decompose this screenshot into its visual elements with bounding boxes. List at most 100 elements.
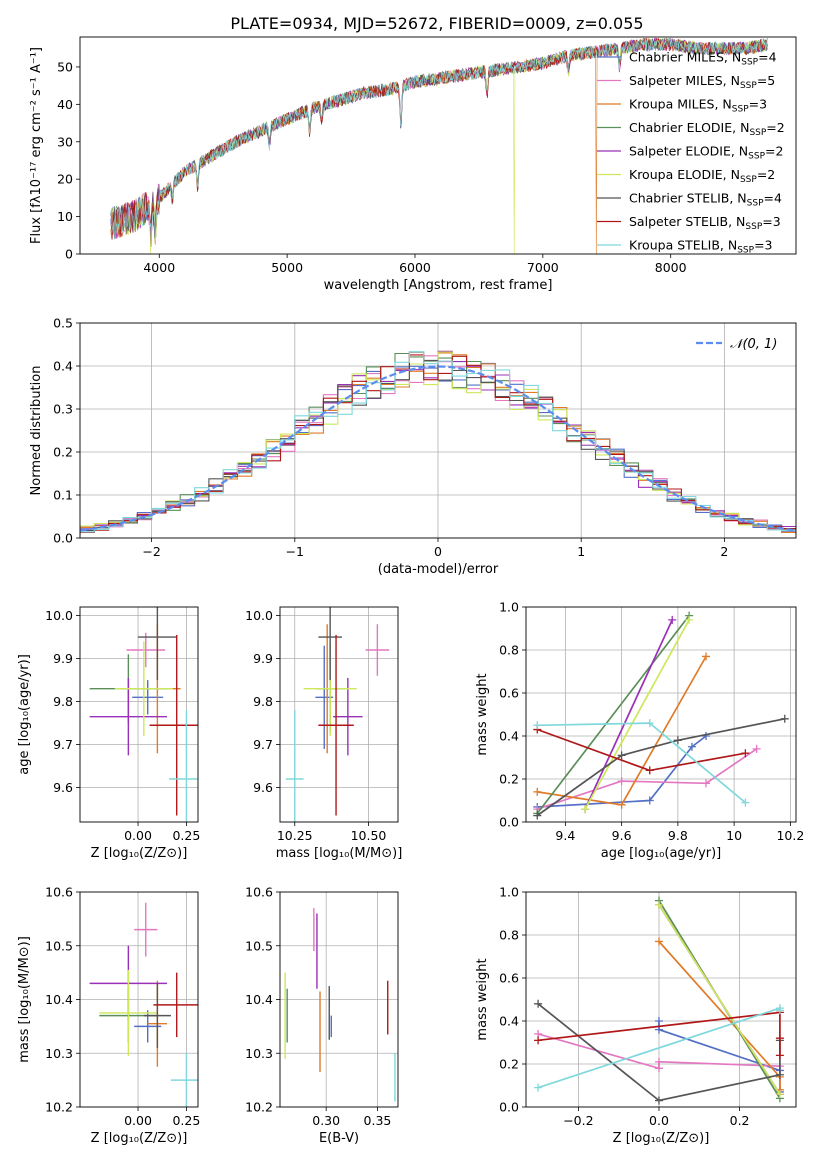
x-axis-label: Z [log₁₀(Z/Z⊙)] — [91, 1131, 188, 1146]
weight-line — [537, 735, 707, 808]
y-tick-label: 10.2 — [245, 1100, 273, 1115]
weight-marker — [668, 615, 677, 624]
panel-mass_vs_Z: 0.00 0.25 10.2 10.3 10.4 10.5 10.6 Z [log₁₀(Z/Z… — [17, 885, 200, 1147]
x-tick-label: 0 — [434, 544, 442, 559]
errorbar-kroupa_elodie — [114, 641, 173, 736]
weight-marker — [741, 798, 750, 807]
x-tick-label: 1 — [577, 544, 585, 559]
errorbar-salpeter_miles — [134, 902, 158, 957]
x-tick-label: 4000 — [143, 260, 175, 275]
axes-frame — [79, 322, 797, 539]
weight-marker — [775, 1090, 784, 1099]
axes-frame — [279, 891, 399, 1108]
y-tick-label: 30 — [57, 134, 73, 149]
weight-line-salpeter_stelib — [534, 1008, 784, 1060]
legend-label: Chabrier ELODIE, NSSP=2 — [629, 120, 785, 138]
weight-marker — [581, 805, 590, 814]
weight-marker — [702, 652, 710, 661]
legend-sub: SSP — [747, 199, 764, 209]
y-axis-label: age [log₁₀(age/yr)] — [17, 654, 32, 775]
weight-line-kroupa_elodie — [581, 615, 694, 814]
errorbar-kroupa_stelib — [170, 1053, 198, 1107]
weight-marker — [654, 900, 663, 909]
legend-tail: =5 — [757, 73, 775, 88]
legend-tail: =4 — [758, 50, 776, 65]
weight-marker — [775, 1051, 784, 1060]
x-axis-label: Z [log₁₀(Z/Z⊙)] — [91, 846, 188, 861]
legend-tail: =3 — [749, 97, 767, 112]
y-axis-label: mass weight — [475, 958, 490, 1040]
y-tick-label: 0.0 — [53, 531, 73, 546]
x-tick-label: 0.0 — [649, 1113, 669, 1128]
spectrum-salpeter_stelib — [110, 37, 768, 247]
errorbar-salpeter_miles — [365, 624, 390, 676]
y-tick-label: 10.5 — [245, 938, 273, 953]
legend-sub: SSP — [741, 58, 758, 68]
y-tick-label: 0.3 — [53, 402, 73, 417]
y-tick-label: 9.7 — [253, 737, 273, 752]
plot-area — [80, 323, 796, 538]
hist-kroupa_stelib — [80, 351, 796, 533]
weight-line — [584, 619, 673, 810]
y-tick-label: 0.8 — [499, 928, 519, 943]
errorbar-salpeter_stelib — [153, 972, 198, 1038]
plot-area — [80, 892, 198, 1107]
x-tick-label: 8000 — [655, 260, 687, 275]
panel-weight_vs_age: 9.4 9.6 9.8 10 10.2 0.0 0.2 0.4 0.6 0.8 1.0 age [lo… — [475, 600, 804, 862]
weight-line-kroupa_stelib — [534, 1004, 784, 1092]
y-tick-label: 0.0 — [499, 1100, 519, 1115]
y-tick-label: 0.2 — [499, 772, 519, 787]
weight-marker — [775, 1034, 784, 1043]
x-tick-label: 9.8 — [668, 828, 688, 843]
legend-label: Chabrier STELIB, NSSP=4 — [629, 191, 782, 209]
y-tick-label: 0.8 — [499, 643, 519, 658]
legend-sub: SSP — [737, 246, 754, 256]
errorbar-salpeter_elodie — [333, 677, 363, 756]
errorbar-salpeter_stelib — [318, 634, 354, 816]
y-tick-label: 9.9 — [253, 651, 273, 666]
x-tick-label: −2 — [142, 544, 160, 559]
legend-label: 𝒩(0, 1) — [730, 337, 777, 352]
weight-line — [536, 717, 785, 817]
y-tick-label: 0.4 — [499, 1014, 519, 1029]
x-tick-label: 9.4 — [555, 828, 575, 843]
y-tick-label: 9.9 — [53, 651, 73, 666]
weight-marker — [533, 787, 542, 796]
x-tick-label: −0.2 — [563, 1113, 593, 1128]
errorbar-salpeter_elodie — [89, 677, 168, 756]
errorbar-chabrier_stelib — [143, 983, 171, 1048]
y-tick-label: 0.0 — [499, 815, 519, 830]
weight-marker — [617, 800, 626, 809]
errorbar-chabrier_stelib — [318, 607, 342, 681]
weight-marker — [741, 749, 750, 758]
panel-spectrum: 4000 5000 6000 7000 8000 0 10 20 30 40 50 wavelengt… — [29, 36, 797, 293]
y-tick-label: 10.4 — [45, 992, 73, 1007]
y-tick-label: 10.3 — [45, 1046, 73, 1061]
y-axis-label: mass [log₁₀(M/M⊙)] — [17, 936, 32, 1063]
y-axis-label: Normed distribution — [29, 366, 44, 496]
x-tick-label: 0.00 — [124, 828, 152, 843]
y-tick-label: 10.6 — [45, 885, 73, 900]
y-tick-label: 40 — [57, 97, 73, 112]
weight-line — [537, 748, 758, 810]
x-tick-label: 0.35 — [364, 1113, 392, 1128]
weight-marker — [685, 615, 694, 624]
weight-marker — [775, 1006, 784, 1015]
weight-marker — [654, 1017, 663, 1025]
errorbar-chabrier_stelib — [138, 607, 177, 681]
weight-marker — [775, 1070, 784, 1079]
panel-weight_vs_Z: −0.2 0.0 0.2 0.0 0.2 0.4 0.6 0.8 1.0 Z [log₁₀(Z/Z… — [475, 885, 797, 1146]
legend-tail: =4 — [764, 191, 782, 206]
axes-frame — [79, 36, 797, 255]
panel-mass_vs_ebv: 0.30 0.35 10.2 10.3 10.4 10.5 10.6 E(B-V) — [245, 885, 399, 1146]
x-tick-label: 0.25 — [172, 828, 200, 843]
weight-marker — [687, 742, 696, 751]
weight-marker — [534, 1036, 543, 1045]
weight-line — [658, 904, 781, 1095]
weight-marker — [780, 714, 789, 723]
weight-marker — [654, 1057, 663, 1066]
weight-marker — [752, 744, 761, 753]
weight-line-kroupa_stelib — [533, 719, 750, 807]
weight-marker — [617, 777, 626, 786]
